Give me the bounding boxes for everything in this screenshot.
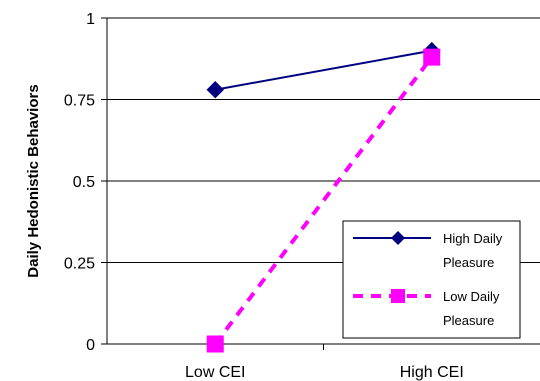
y-tick-label: 0 [86,337,95,354]
y-tick-labels: 0 0.25 0.5 0.75 1 [64,11,95,354]
data-point [206,335,224,353]
data-point [206,81,224,99]
series-line [213,55,434,346]
legend-label: Low Daily [443,289,500,304]
y-tick-label: 0.75 [64,93,95,110]
y-tick-label: 0.25 [64,256,95,273]
data-point [423,48,441,66]
legend-label: High Daily [443,231,503,246]
legend-marker [391,289,405,303]
x-tick-label: Low CEI [185,364,245,381]
y-axis-label: Daily Hedonistic Behaviors [25,84,42,277]
x-tick-labels: Low CEI High CEI [185,344,464,381]
legend-marker [391,231,405,245]
legend-label: Pleasure [443,255,494,270]
series-line [215,49,432,91]
legend-box [342,220,521,339]
series-layer [206,41,441,353]
y-tick-label: 1 [86,11,95,28]
x-tick-label: High CEI [400,364,464,381]
y-tick-label: 0.5 [73,174,95,191]
legend-label: Pleasure [443,313,494,328]
legend: High Daily Pleasure Low Daily Pleasure [342,220,521,339]
